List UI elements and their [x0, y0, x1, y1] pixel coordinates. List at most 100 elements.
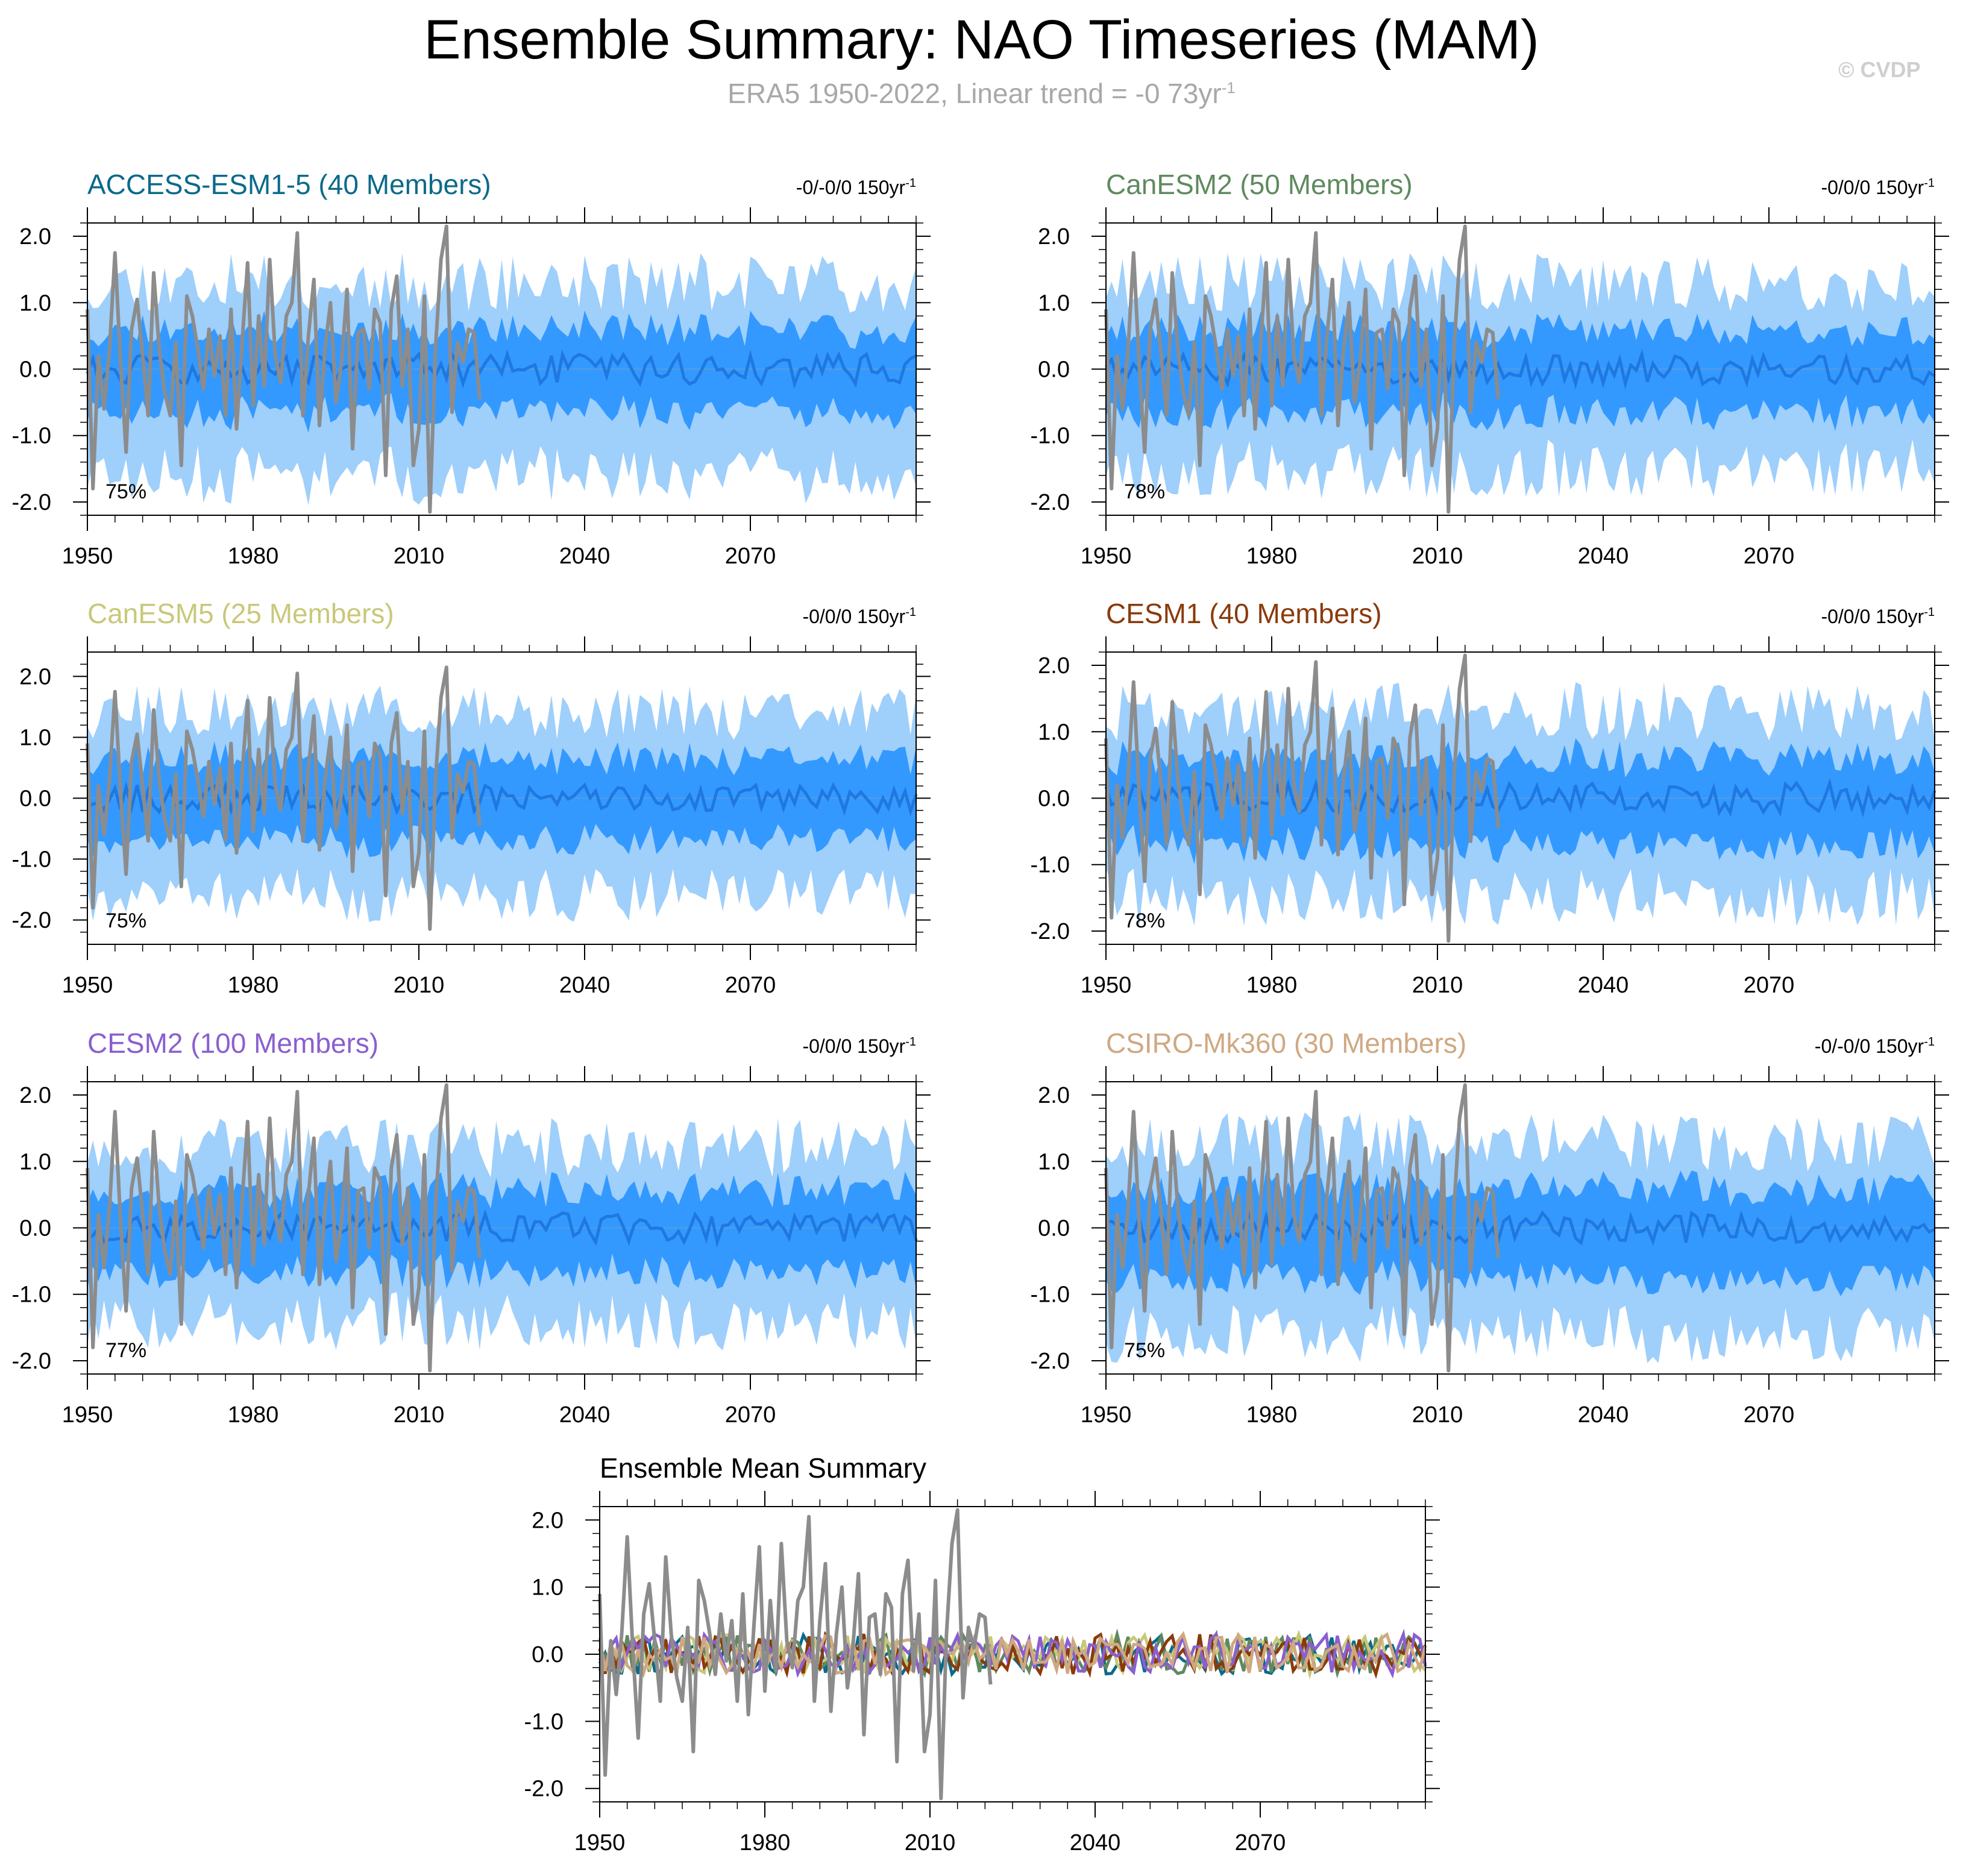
x-tick-label: 2040 — [1578, 973, 1629, 998]
trend-text: -0/0/0 150yr — [802, 606, 905, 627]
x-tick-label: 2010 — [1412, 1402, 1463, 1428]
x-tick-label: 1980 — [740, 1830, 791, 1856]
panel-3: CanESM5 (25 Members) -0/0/0 150yr-1 75% 2.0… — [12, 598, 931, 998]
panel-2: CanESM2 (50 Members) -0/0/0 150yr-1 78% 2.0… — [1031, 169, 1949, 569]
ensemble-mean-line — [86, 780, 918, 817]
inner-spread-band — [1106, 738, 1935, 865]
y-tick-label: 2.0 — [19, 664, 51, 689]
era5-obs-line — [86, 224, 482, 514]
x-tick-label: 2040 — [559, 1402, 611, 1428]
trend-superscript: -1 — [905, 177, 916, 190]
trend-text: -0/-0/0 150yr — [1815, 1035, 1924, 1057]
y-tick-label: -1.0 — [12, 847, 51, 873]
y-tick-label: 0.0 — [19, 1216, 51, 1241]
trend-label: -0/0/0 150yr-1 — [1821, 177, 1935, 198]
y-tick-label: -2.0 — [12, 1349, 51, 1374]
x-tick-label: 1980 — [1246, 1402, 1298, 1428]
trend-label: -0/-0/0 150yr-1 — [796, 177, 916, 198]
y-tick-label: -2.0 — [12, 490, 51, 515]
panel-title: CESM1 (40 Members) — [1106, 598, 1382, 629]
y-tick-label: 2.0 — [19, 224, 51, 249]
y-tick-label: 2.0 — [1038, 653, 1070, 679]
percent-label: 77% — [105, 1339, 146, 1362]
x-tick-label: 2010 — [905, 1830, 956, 1856]
y-tick-label: -2.0 — [524, 1777, 564, 1802]
ensemble-mean-line — [1104, 348, 1936, 390]
x-tick-label: 1980 — [228, 1402, 279, 1428]
trend-superscript: -1 — [1924, 606, 1935, 619]
page-title: Ensemble Summary: NAO Timeseries (MAM) — [424, 9, 1539, 71]
percent-label: 78% — [1124, 909, 1165, 932]
panel-title: ACCESS-ESM1-5 (40 Members) — [87, 169, 491, 200]
subtitle-text: ERA5 1950-2022, Linear trend = -0 73yr — [727, 78, 1222, 109]
x-tick-label: 2040 — [1578, 544, 1629, 569]
copyright-label: © CVDP — [1838, 57, 1921, 82]
y-tick-label: 0.0 — [1038, 357, 1070, 383]
x-tick-label: 1950 — [62, 544, 113, 569]
series-line-era5 — [598, 1508, 993, 1801]
y-tick-label: 0.0 — [1038, 1216, 1070, 1241]
x-tick-label: 2040 — [559, 973, 611, 998]
y-tick-label: -1.0 — [1031, 853, 1070, 878]
x-tick-label: 2070 — [1744, 973, 1795, 998]
y-tick-label: 1.0 — [19, 290, 51, 316]
trend-superscript: -1 — [905, 606, 916, 619]
x-tick-label: 2010 — [394, 1402, 445, 1428]
panel-title: CanESM2 (50 Members) — [1106, 169, 1413, 200]
era5-obs-line — [86, 1083, 482, 1373]
x-tick-label: 1950 — [574, 1830, 626, 1856]
panel-6: CSIRO-Mk360 (30 Members) -0/-0/0 150yr-1 7… — [1031, 1027, 1949, 1428]
y-tick-label: 1.0 — [19, 1149, 51, 1175]
x-tick-label: 2070 — [725, 544, 776, 569]
x-tick-label: 2070 — [725, 973, 776, 998]
panel-title: Ensemble Mean Summary — [600, 1452, 926, 1484]
percent-label: 75% — [105, 909, 146, 932]
y-tick-label: 2.0 — [532, 1508, 564, 1533]
x-tick-label: 2040 — [1578, 1402, 1629, 1428]
y-tick-label: 1.0 — [1038, 720, 1070, 745]
y-tick-label: 0.0 — [1038, 786, 1070, 812]
y-tick-label: 1.0 — [1038, 1149, 1070, 1175]
ensemble-mean-line — [86, 349, 917, 389]
era5-obs-line — [1104, 224, 1500, 514]
x-tick-label: 2070 — [1744, 1402, 1795, 1428]
x-tick-label: 1950 — [62, 973, 113, 998]
y-tick-label: -2.0 — [12, 908, 51, 933]
panel-1: ACCESS-ESM1-5 (40 Members) -0/-0/0 150yr-… — [12, 169, 931, 569]
y-tick-label: 2.0 — [19, 1083, 51, 1108]
y-tick-label: 0.0 — [19, 786, 51, 812]
era5-obs-line — [86, 665, 482, 931]
y-tick-label: -1.0 — [12, 1282, 51, 1308]
x-tick-label: 2040 — [559, 544, 611, 569]
trend-label: -0/0/0 150yr-1 — [802, 1035, 916, 1057]
ensemble-mean-line — [1105, 1209, 1936, 1246]
ensemble-mean-line — [1104, 778, 1936, 818]
y-tick-label: 2.0 — [1038, 1083, 1070, 1108]
y-tick-label: -2.0 — [1031, 1349, 1070, 1374]
trend-superscript: -1 — [905, 1035, 916, 1049]
trend-label: -0/0/0 150yr-1 — [1821, 606, 1935, 627]
y-tick-label: 1.0 — [1038, 290, 1070, 316]
x-tick-label: 1980 — [1246, 544, 1298, 569]
era5-obs-line — [1104, 1083, 1500, 1373]
x-tick-label: 2040 — [1070, 1830, 1121, 1856]
panel-title: CanESM5 (25 Members) — [87, 598, 394, 629]
inner-spread-band — [87, 1172, 916, 1289]
page-subtitle: ERA5 1950-2022, Linear trend = -0 73yr-1 — [0, 77, 1963, 110]
x-tick-label: 2010 — [1412, 973, 1463, 998]
y-tick-label: -1.0 — [12, 424, 51, 449]
x-tick-label: 1980 — [228, 973, 279, 998]
x-tick-label: 1950 — [1081, 544, 1132, 569]
series-line-csiro-mk360 — [598, 1631, 1427, 1679]
trend-label: -0/-0/0 150yr-1 — [1815, 1035, 1935, 1057]
y-tick-label: -1.0 — [1031, 1282, 1070, 1308]
y-tick-label: 1.0 — [19, 725, 51, 750]
y-tick-label: -2.0 — [1031, 490, 1070, 515]
trend-label: -0/0/0 150yr-1 — [802, 606, 916, 627]
x-tick-label: 1950 — [1081, 973, 1132, 998]
panel-4: CESM1 (40 Members) -0/0/0 150yr-1 78% 2.0 1.… — [1031, 598, 1949, 998]
y-tick-label: 0.0 — [532, 1642, 564, 1667]
percent-label: 75% — [1124, 1339, 1165, 1362]
y-tick-label: 0.0 — [19, 357, 51, 383]
